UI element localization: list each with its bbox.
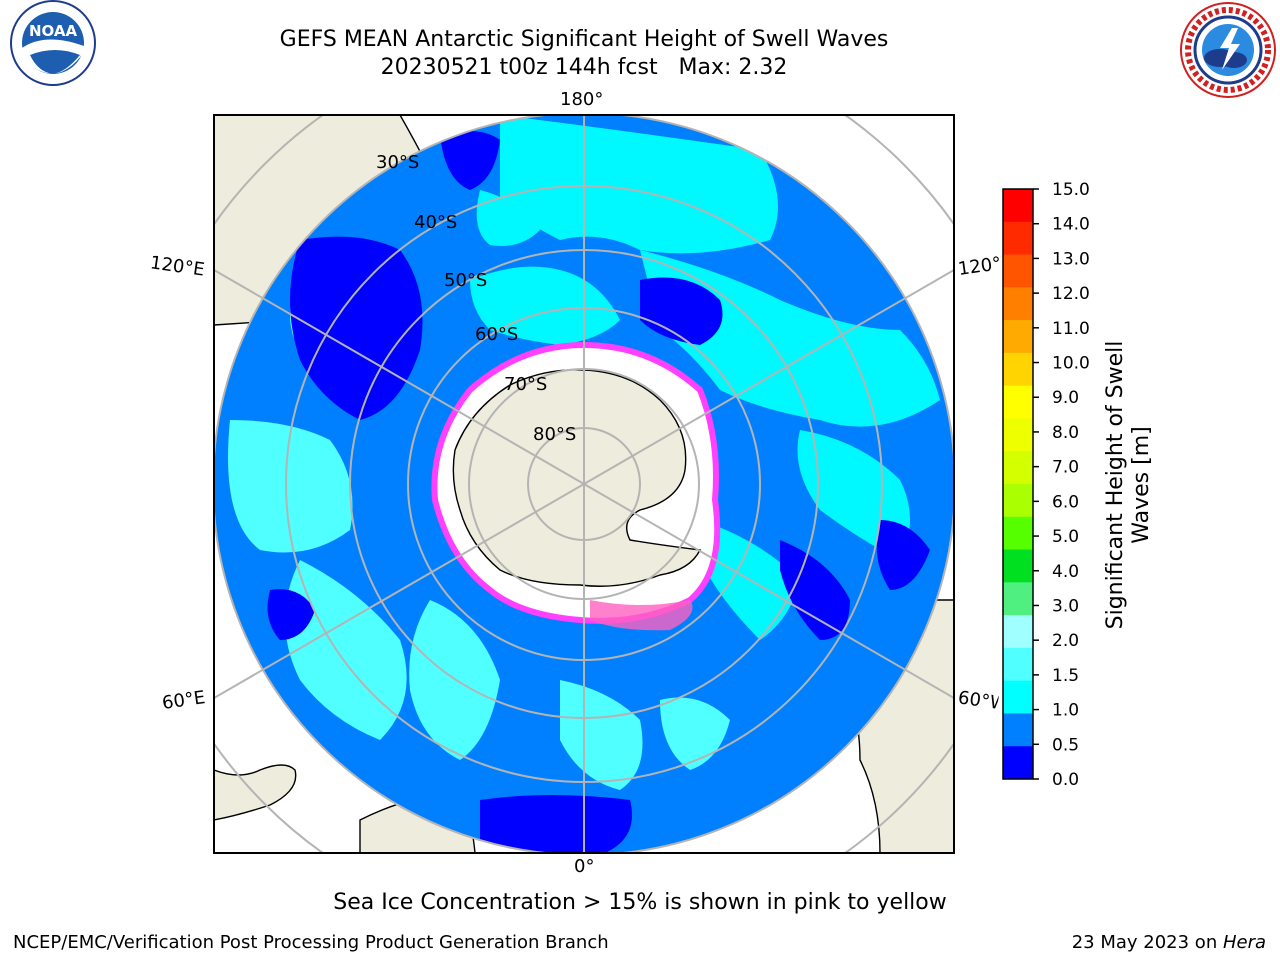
colorbar-tick-label: 0.5 <box>1052 735 1079 755</box>
colorbar-band <box>1003 254 1033 288</box>
lat-label-40s: 40°S <box>414 212 458 233</box>
national-weather-service-logo-icon <box>1180 2 1276 98</box>
chart-title-line2: 20230521 t00z 144h fcst Max: 2.32 <box>380 55 788 80</box>
lon-label-120e: 120°E <box>148 252 206 281</box>
colorbar-band <box>1003 418 1033 452</box>
sea-ice <box>431 341 721 624</box>
footer-host: Hera <box>1222 932 1266 953</box>
noaa-logo-icon: NOAA <box>10 0 96 86</box>
colorbar-band <box>1003 549 1033 583</box>
colorbar-tick-label: 13.0 <box>1052 249 1090 269</box>
colorbar-band <box>1003 615 1033 649</box>
colorbar-tick-label: 1.5 <box>1052 666 1079 686</box>
lat-label-50s: 50°S <box>444 270 488 291</box>
graticule <box>214 115 954 853</box>
colorbar-band <box>1003 516 1033 551</box>
colorbar-tick-label: 0.0 <box>1052 770 1079 790</box>
colorbar-tick-label: 9.0 <box>1052 388 1079 408</box>
colorbar-tick-label: 3.0 <box>1052 596 1079 616</box>
colorbar-band <box>1003 221 1033 256</box>
chart-title-line1: GEFS MEAN Antarctic Significant Height o… <box>279 27 889 52</box>
footer-branch: NCEP/EMC/Verification Post Processing Pr… <box>13 932 609 953</box>
colorbar-tick-label: 2.0 <box>1052 631 1079 651</box>
colorbar-tick-label: 7.0 <box>1052 458 1079 478</box>
footer-date: 23 May 2023 on Hera <box>1072 932 1266 953</box>
colorbar-band <box>1003 287 1033 321</box>
colorbar-tick-label: 4.0 <box>1052 562 1079 582</box>
colorbar-band <box>1003 582 1033 616</box>
lon-label-120w: 120°W <box>956 253 1004 280</box>
footer-date-text: 23 May 2023 on <box>1071 932 1223 953</box>
colorbar-band <box>1003 385 1033 419</box>
sea-ice-caption: Sea Ice Concentration > 15% is shown in … <box>0 890 1280 915</box>
colorbar-tick-label: 8.0 <box>1052 423 1079 443</box>
swell-field-low <box>267 131 930 853</box>
colorbar-band <box>1003 451 1033 485</box>
colorbar-label-line1: Significant Height of Swell <box>1103 340 1128 630</box>
colorbar-tick-label: 11.0 <box>1052 319 1090 339</box>
colorbar-band <box>1003 189 1033 223</box>
lon-label-60e: 60°E <box>160 687 207 714</box>
colorbar-tick-label: 12.0 <box>1052 284 1090 304</box>
lat-label-80s: 80°S <box>533 424 577 445</box>
colorbar-band <box>1003 647 1033 682</box>
colorbar-tick-label: 10.0 <box>1052 354 1090 374</box>
colorbar-band <box>1003 680 1033 714</box>
colorbar-tick-label: 14.0 <box>1052 215 1090 235</box>
lat-label-30s: 30°S <box>376 152 420 173</box>
colorbar-tick-label: 1.0 <box>1052 701 1079 721</box>
lat-label-70s: 70°S <box>504 374 548 395</box>
colorbar-band <box>1003 484 1033 518</box>
lon-label-60w: 60°W <box>956 687 1000 714</box>
colorbar-tick-label: 5.0 <box>1052 527 1079 547</box>
sea-ice-caption-text: Sea Ice Concentration > 15% is shown in … <box>333 890 947 915</box>
colorbar-tick-label: 15.0 <box>1052 180 1090 200</box>
colorbar-label-line2: Waves [m] <box>1129 426 1154 544</box>
colorbar-tick-label: 6.0 <box>1052 492 1079 512</box>
colorbar-band <box>1003 713 1033 747</box>
lon-label-0: 0° <box>574 856 595 877</box>
lat-label-60s: 60°S <box>475 324 519 345</box>
noaa-logo-text: NOAA <box>29 22 78 40</box>
land-masses <box>214 115 954 853</box>
swell-field-light <box>228 270 730 790</box>
lon-label-180: 180° <box>560 89 604 110</box>
colorbar-band <box>1003 352 1033 387</box>
colorbar-band <box>1003 320 1033 354</box>
colorbar-band <box>1003 746 1033 780</box>
antarctica <box>452 369 702 587</box>
